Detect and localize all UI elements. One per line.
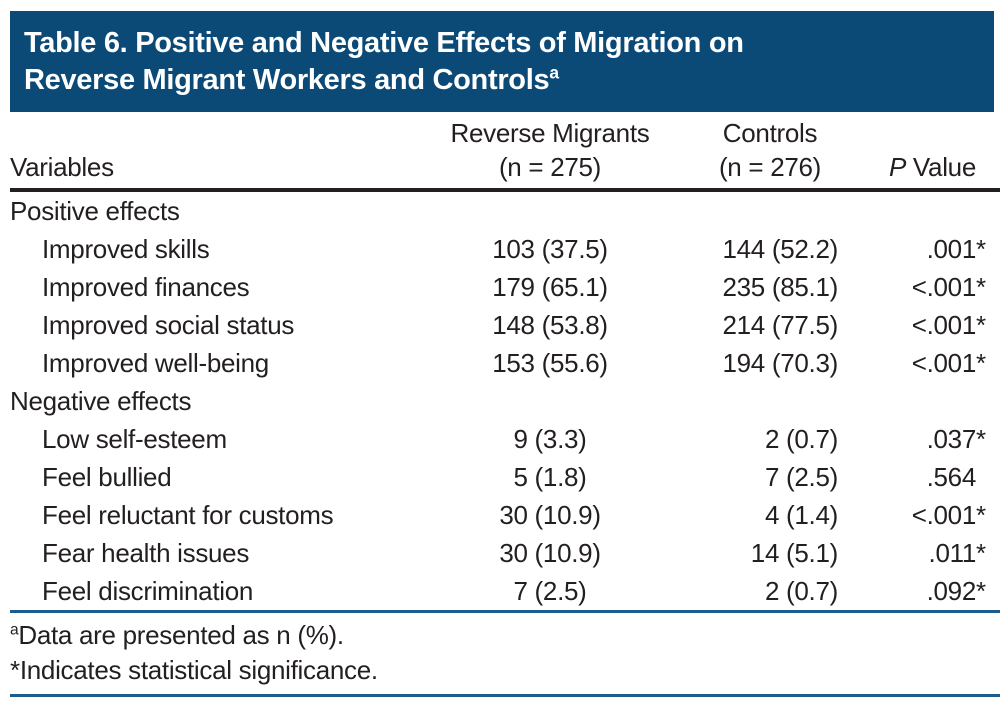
reverse-migrants-value <box>430 190 670 230</box>
reverse-migrants-n: (n = 275) <box>498 152 602 182</box>
table-title-line1: Table 6. Positive and Negative Effects o… <box>24 27 744 59</box>
reverse-migrants-value: 9 (3.3) <box>513 424 587 454</box>
reverse-migrants-value: 30 (10.9) <box>499 500 601 530</box>
p-value: .001 <box>926 234 977 264</box>
p-value-label: P Value <box>888 152 976 182</box>
table-header: Variables Reverse Migrants (n = 275) Con… <box>10 116 1000 192</box>
p-value-cell: .011* <box>928 538 987 568</box>
table-row: Feel reluctant for customs 30 (10.9) 4 (… <box>10 496 1000 534</box>
footnote-text: Indicates statistical significance. <box>19 655 378 685</box>
controls-value: 2 (0.7) <box>764 576 838 606</box>
p-value: <.001 <box>911 348 977 378</box>
reverse-migrants-value: 30 (10.9) <box>499 538 601 568</box>
table-row: Feel discrimination 7 (2.5) 2 (0.7) .092… <box>10 572 1000 610</box>
table-row: Improved well-being 153 (55.6) 194 (70.3… <box>10 344 1000 382</box>
footnote-marker-a: a <box>10 621 19 639</box>
footnote-data-presentation: aData are presented as n (%). <box>10 618 1000 653</box>
controls-value: 144 (52.2) <box>722 234 838 264</box>
p-value: .564 <box>926 462 977 492</box>
p-value: .037 <box>926 424 977 454</box>
p-value-cell <box>870 190 1000 230</box>
p-value: .092 <box>926 576 977 606</box>
variable-label: Improved social status <box>42 310 295 340</box>
reverse-migrants-value: 5 (1.8) <box>513 462 587 492</box>
reverse-migrants-value: 103 (37.5) <box>492 234 608 264</box>
table-row: Positive effects <box>10 190 1000 230</box>
controls-value: 2 (0.7) <box>764 424 838 454</box>
reverse-migrants-value: 7 (2.5) <box>513 576 587 606</box>
controls-value: 14 (5.1) <box>750 538 839 568</box>
reverse-migrants-value: 153 (55.6) <box>492 348 608 378</box>
variable-label: Improved well-being <box>42 348 269 378</box>
variable-label: Negative effects <box>10 386 192 416</box>
table-row: Improved skills 103 (37.5) 144 (52.2) .0… <box>10 230 1000 268</box>
effects-table: Variables Reverse Migrants (n = 275) Con… <box>10 116 1000 610</box>
p-value-cell: .001* <box>926 234 987 264</box>
controls-value: 194 (70.3) <box>722 348 838 378</box>
table-footnotes: aData are presented as n (%). *Indicates… <box>10 613 1000 694</box>
column-header-p-value: P Value <box>870 116 1000 192</box>
reverse-migrants-value: 148 (53.8) <box>492 310 608 340</box>
reverse-migrants-value: 179 (65.1) <box>492 272 608 302</box>
p-value-cell: <.001* <box>911 310 986 340</box>
controls-value: 214 (77.5) <box>722 310 838 340</box>
footnote-marker-star: * <box>10 655 20 685</box>
footnote-text: Data are presented as n (%). <box>18 620 344 650</box>
p-value: <.001 <box>911 500 977 530</box>
reverse-migrants-value <box>430 382 670 420</box>
table-body: Positive effects Improved skills 103 (37… <box>10 190 1000 610</box>
table-title-line2: Reverse Migrant Workers and Controls <box>24 64 550 96</box>
table-content: Variables Reverse Migrants (n = 275) Con… <box>10 116 1000 697</box>
p-value-cell <box>870 382 1000 420</box>
p-value: <.001 <box>911 272 977 302</box>
variable-label: Feel bullied <box>42 462 172 492</box>
controls-label: Controls <box>722 118 818 148</box>
p-value: .011 <box>928 538 977 568</box>
controls-value: 235 (85.1) <box>722 272 838 302</box>
controls-value: 7 (2.5) <box>764 462 838 492</box>
controls-n: (n = 276) <box>718 152 822 182</box>
table-title-footnote-marker: a <box>549 62 559 83</box>
table-row: Improved finances 179 (65.1) 235 (85.1) … <box>10 268 1000 306</box>
p-value-cell: <.001* <box>911 272 986 302</box>
p-value-cell: <.001* <box>911 348 986 378</box>
column-header-reverse-migrants: Reverse Migrants (n = 275) <box>430 116 670 192</box>
variable-label: Feel discrimination <box>42 576 254 606</box>
table-title: Table 6. Positive and Negative Effects o… <box>24 25 980 99</box>
variable-label: Positive effects <box>10 196 180 226</box>
table-row: Feel bullied 5 (1.8) 7 (2.5) .564 <box>10 458 1000 496</box>
p-value-cell: <.001* <box>911 500 986 530</box>
variable-label: Improved finances <box>42 272 250 302</box>
table-row: Negative effects <box>10 382 1000 420</box>
footnote-significance: *Indicates statistical significance. <box>10 653 1000 688</box>
header-row: Variables Reverse Migrants (n = 275) Con… <box>10 116 1000 192</box>
p-value-cell: .092* <box>926 576 987 606</box>
divider-rule-top <box>10 610 1000 613</box>
table-row: Low self-esteem 9 (3.3) 2 (0.7) .037* <box>10 420 1000 458</box>
variables-label: Variables <box>10 152 114 182</box>
variable-label: Fear health issues <box>42 538 250 568</box>
controls-value <box>670 190 870 230</box>
column-header-variables: Variables <box>10 116 430 192</box>
column-header-controls: Controls (n = 276) <box>670 116 870 192</box>
controls-value: 4 (1.4) <box>764 500 838 530</box>
divider-rule-bottom <box>10 694 1000 697</box>
table-row: Fear health issues 30 (10.9) 14 (5.1) .0… <box>10 534 1000 572</box>
variable-label: Feel reluctant for customs <box>42 500 334 530</box>
table-row: Improved social status 148 (53.8) 214 (7… <box>10 306 1000 344</box>
reverse-migrants-label: Reverse Migrants <box>450 118 650 148</box>
table-title-banner: Table 6. Positive and Negative Effects o… <box>10 11 994 112</box>
controls-value <box>670 382 870 420</box>
p-value-cell: .564 <box>870 458 1000 496</box>
variable-label: Low self-esteem <box>42 424 227 454</box>
p-value: <.001 <box>911 310 977 340</box>
p-value-cell: .037* <box>926 424 987 454</box>
variable-label: Improved skills <box>42 234 210 264</box>
